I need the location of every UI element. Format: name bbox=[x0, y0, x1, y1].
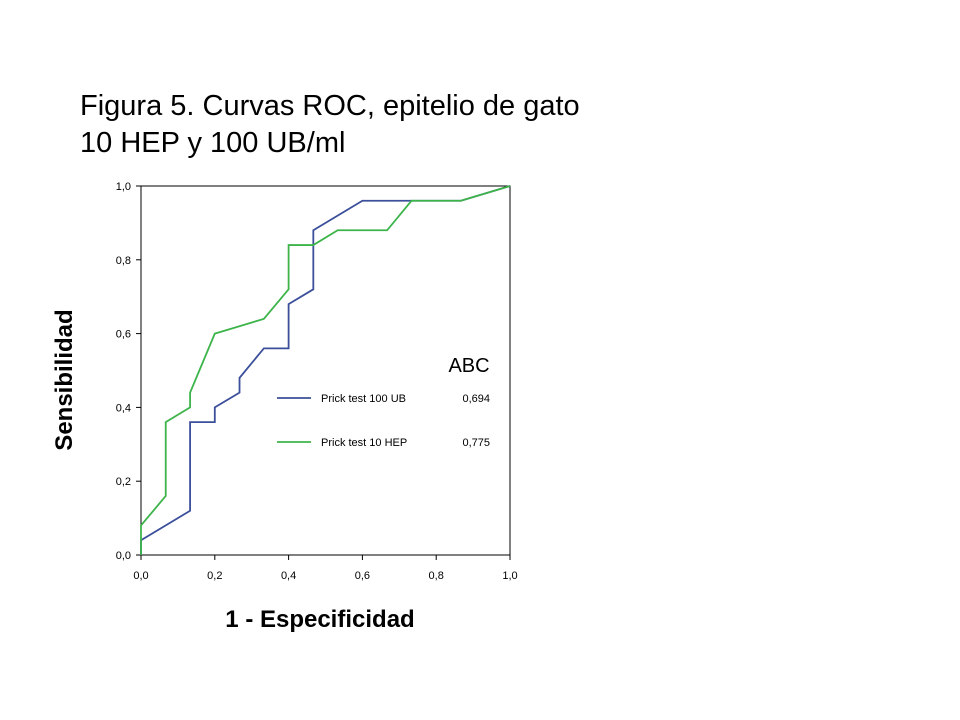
series-layer bbox=[140, 185, 511, 555]
series-line-2 bbox=[140, 185, 511, 555]
chart-title-line-2: 10 HEP y 100 UB/ml bbox=[80, 127, 346, 159]
y-axis-label: Sensibilidad bbox=[51, 309, 78, 450]
chart-title: Figura 5. Curvas ROC, epitelio de gato 1… bbox=[80, 88, 580, 162]
y-tick-label: 0,4 bbox=[116, 402, 131, 414]
legend-title: ABC bbox=[448, 355, 489, 377]
legend-label: Prick test 100 UB bbox=[321, 393, 406, 405]
y-tick-label: 0,8 bbox=[116, 255, 131, 267]
x-tick-label: 0,0 bbox=[133, 570, 148, 582]
x-tick-label: 0,4 bbox=[281, 570, 296, 582]
x-tick-label: 0,8 bbox=[429, 570, 444, 582]
chart-title-line-1: Figura 5. Curvas ROC, epitelio de gato bbox=[80, 90, 580, 122]
y-tick-label: 0,0 bbox=[116, 550, 131, 562]
x-tick-label: 0,2 bbox=[207, 570, 222, 582]
plot-area bbox=[140, 185, 511, 556]
y-tick-label: 0,2 bbox=[116, 476, 131, 488]
axes-layer: 0,0 0,2 0,4 0,6 0,8 1,0 0,0 0,2 0,4 0,6 0,8 1,0 bbox=[116, 181, 518, 582]
y-tick-label: 0,6 bbox=[116, 329, 131, 341]
y-tick-label: 1,0 bbox=[116, 181, 131, 193]
x-axis-label: 1 - Especificidad bbox=[225, 606, 414, 633]
legend-label: Prick test 10 HEP bbox=[321, 437, 407, 449]
legend-value: 0,694 bbox=[462, 393, 490, 405]
x-tick-label: 0,6 bbox=[355, 570, 370, 582]
legend: ABC Prick test 100 UB 0,694 Prick test 10 H… bbox=[277, 355, 490, 449]
legend-value: 0,775 bbox=[462, 437, 490, 449]
x-tick-label: 1,0 bbox=[502, 570, 517, 582]
series-line-1 bbox=[140, 185, 511, 555]
